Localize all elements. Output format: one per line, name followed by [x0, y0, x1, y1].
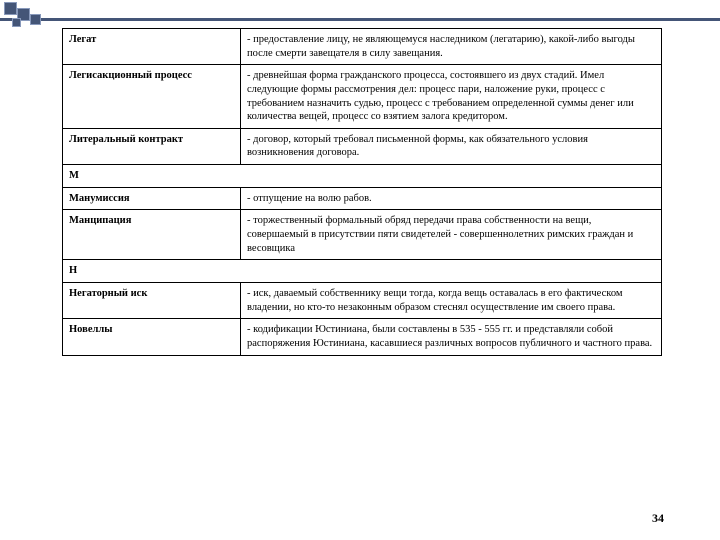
- header-bar: [0, 18, 720, 21]
- table-row: Легат- предоставление лицу, не являющему…: [63, 29, 662, 65]
- definition-cell: - договор, который требовал письменной ф…: [241, 128, 662, 164]
- definition-cell: - отпущение на волю рабов.: [241, 187, 662, 210]
- page-number: 34: [652, 511, 664, 526]
- definition-cell: - иск, даваемый собственнику вещи тогда,…: [241, 282, 662, 318]
- table-row: Новеллы- кодификации Юстиниана, были сос…: [63, 319, 662, 355]
- definition-cell: - предоставление лицу, не являющемуся на…: [241, 29, 662, 65]
- term-cell: Манципация: [63, 210, 241, 260]
- term-cell: Манумиссия: [63, 187, 241, 210]
- glossary-body: Легат- предоставление лицу, не являющему…: [63, 29, 662, 356]
- definition-cell: - кодификации Юстиниана, были составлены…: [241, 319, 662, 355]
- term-cell: Легисакционный процесс: [63, 65, 241, 129]
- table-row: Н: [63, 260, 662, 283]
- definition-cell: - торжественный формальный обряд передач…: [241, 210, 662, 260]
- table-row: Манципация- торжественный формальный обр…: [63, 210, 662, 260]
- section-header: Н: [63, 260, 662, 283]
- deco-square: [30, 14, 41, 25]
- definition-cell: - древнейшая форма гражданского процесса…: [241, 65, 662, 129]
- table-row: Литеральный контракт- договор, который т…: [63, 128, 662, 164]
- glossary-table: Легат- предоставление лицу, не являющему…: [62, 28, 662, 356]
- deco-square: [12, 18, 21, 27]
- term-cell: Негаторный иск: [63, 282, 241, 318]
- header-decoration: [0, 0, 720, 30]
- table-row: М: [63, 165, 662, 188]
- term-cell: Легат: [63, 29, 241, 65]
- table-row: Легисакционный процесс- древнейшая форма…: [63, 65, 662, 129]
- term-cell: Литеральный контракт: [63, 128, 241, 164]
- deco-square: [4, 2, 17, 15]
- table-row: Манумиссия- отпущение на волю рабов.: [63, 187, 662, 210]
- section-header: М: [63, 165, 662, 188]
- table-row: Негаторный иск- иск, даваемый собственни…: [63, 282, 662, 318]
- term-cell: Новеллы: [63, 319, 241, 355]
